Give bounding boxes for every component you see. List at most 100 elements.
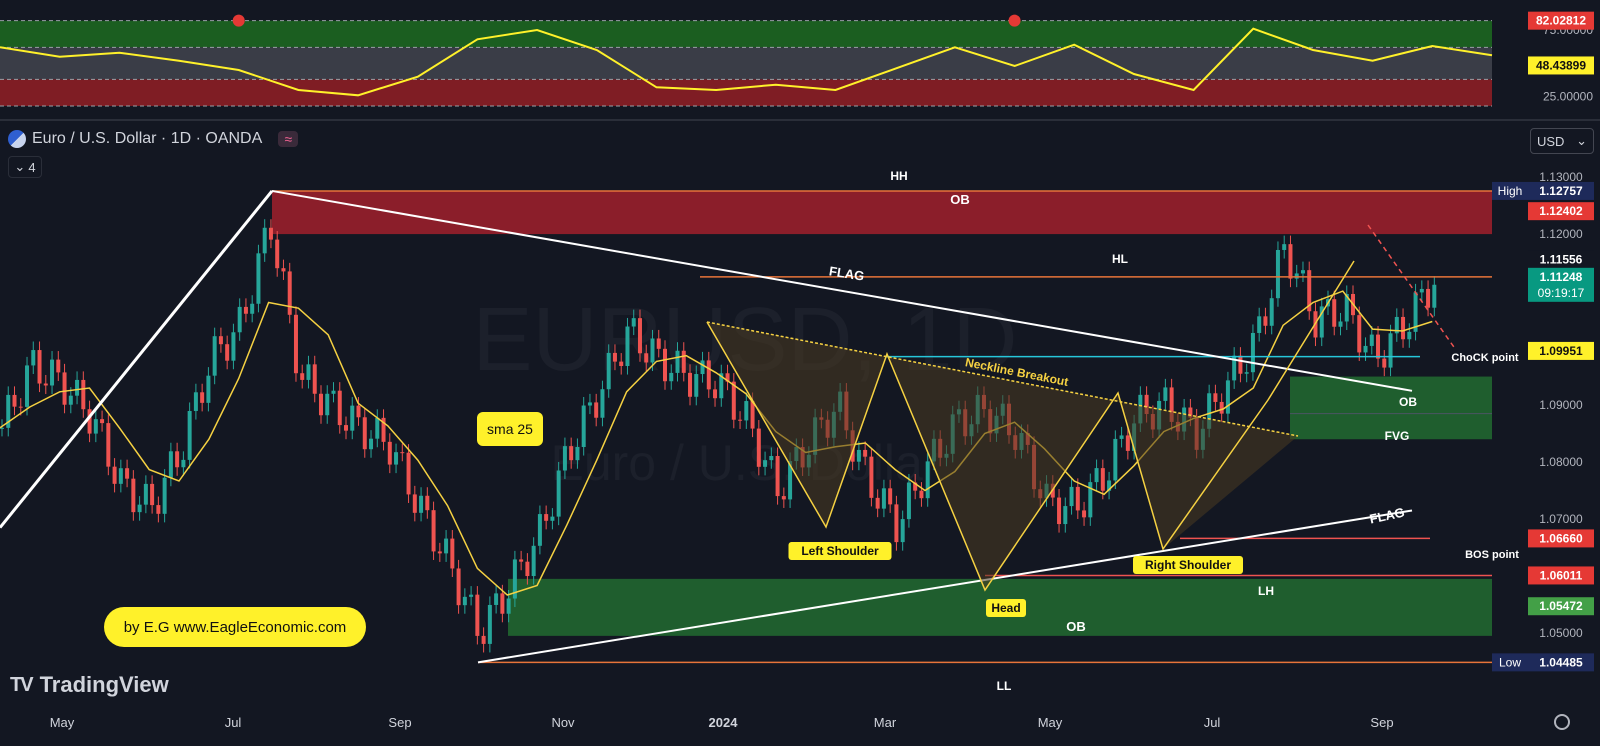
high-label-bg xyxy=(1492,181,1528,200)
time-tick: 2024 xyxy=(709,715,739,730)
projection-arrow xyxy=(1367,224,1457,351)
candle-body xyxy=(137,504,142,513)
candle-body xyxy=(906,482,911,520)
candle-body xyxy=(68,395,73,405)
candle-body xyxy=(362,417,367,450)
candle-body xyxy=(669,372,674,382)
candle-body xyxy=(875,497,880,509)
candle-body xyxy=(225,344,230,361)
candle-body xyxy=(556,470,561,517)
candle-body xyxy=(206,375,211,403)
candle-body xyxy=(594,402,599,418)
indicator-wave-icon[interactable]: ≈ xyxy=(278,131,299,147)
candle-body xyxy=(1125,435,1130,451)
head-label-bg xyxy=(986,599,1026,617)
osc-peak-marker xyxy=(1008,14,1021,27)
osc-upper-zone xyxy=(0,20,1492,48)
candle-body xyxy=(1232,355,1237,381)
candle-body xyxy=(200,392,205,403)
candle-body xyxy=(150,483,155,506)
candle-body xyxy=(344,425,349,431)
currency-flag-icon xyxy=(8,130,26,148)
time-tick: May xyxy=(50,715,75,730)
lh-label: LH xyxy=(1258,584,1274,598)
osc-tick: 25.00000 xyxy=(1543,90,1593,104)
osc-current-tag: 48.43899 xyxy=(1536,58,1586,72)
ob-low-tag-bg xyxy=(1528,597,1594,616)
candle-body xyxy=(425,495,430,511)
candle-body xyxy=(1282,244,1287,250)
symbol-header[interactable]: Euro / U.S. Dollar · 1D · OANDA ≈ xyxy=(8,130,299,148)
candle-body xyxy=(662,348,667,382)
candle-body xyxy=(1100,468,1105,491)
candle-body xyxy=(1369,334,1374,346)
currency-select[interactable]: USD ⌄ xyxy=(1530,128,1594,154)
candle-body xyxy=(394,452,399,465)
gear-icon[interactable] xyxy=(1554,714,1570,730)
indicator-count: 4 xyxy=(28,159,36,175)
ob-low-tag: 1.05472 xyxy=(1539,599,1583,613)
candle-body xyxy=(281,268,286,272)
candle-body xyxy=(212,336,217,376)
flag-lower-line xyxy=(477,509,1413,664)
candle-body xyxy=(469,594,474,597)
candle-body xyxy=(75,379,80,396)
candle-body xyxy=(50,359,55,386)
candle-body xyxy=(1319,306,1324,338)
candle-body xyxy=(131,478,136,513)
candle-body xyxy=(25,365,30,407)
candle-body xyxy=(193,392,198,411)
osc-peak-marker xyxy=(232,14,245,27)
candle-body xyxy=(694,374,699,397)
collapse-indicators-button[interactable]: ⌄ 4 xyxy=(8,156,42,178)
candle-body xyxy=(462,596,467,606)
candle-body xyxy=(713,389,718,399)
candle-body xyxy=(913,482,918,491)
price-tick: 1.09000 xyxy=(1539,398,1583,412)
candle-body xyxy=(1338,321,1343,327)
hs-pattern-area xyxy=(707,322,1298,590)
candle-body xyxy=(706,360,711,390)
last-price-tag: 1.11248 xyxy=(1540,270,1583,284)
osc-max-tag: 82.02812 xyxy=(1536,14,1586,28)
candle-body xyxy=(1207,393,1212,429)
candle-body xyxy=(312,364,317,394)
flag-upper-label: FLAG xyxy=(828,263,865,283)
candle-body xyxy=(1257,316,1262,333)
candle-body xyxy=(6,394,11,428)
sma-callout: sma 25 xyxy=(477,412,543,446)
oscillator-pane xyxy=(0,14,1600,121)
candle-body xyxy=(719,373,724,399)
candle-body xyxy=(506,598,511,614)
candle-body xyxy=(550,516,555,521)
candle-body xyxy=(93,419,98,434)
lh-level-tag-bg xyxy=(1528,566,1594,585)
candle-body xyxy=(1263,316,1268,326)
candle-body xyxy=(1169,387,1174,422)
impulse-line xyxy=(0,190,274,529)
fvg-label: FVG xyxy=(1385,429,1410,443)
candle-body xyxy=(143,483,148,505)
candle-body xyxy=(1344,293,1349,322)
candle-body xyxy=(1275,249,1280,299)
candle-body xyxy=(1407,331,1412,340)
candle-body xyxy=(437,551,442,554)
candle-body xyxy=(175,451,180,468)
candle-body xyxy=(318,393,323,416)
candle-body xyxy=(356,405,361,418)
candle-body xyxy=(0,427,4,429)
osc-lower-zone xyxy=(0,79,1492,106)
head-label: Head xyxy=(991,601,1020,615)
tradingview-logo[interactable]: TV TradingView xyxy=(10,672,169,698)
hl-level-tag: 1.11556 xyxy=(1540,252,1583,266)
candle-body xyxy=(444,538,449,554)
candle-body xyxy=(1144,394,1149,415)
candle-body xyxy=(162,477,167,514)
candle-body xyxy=(125,468,130,479)
candle-body xyxy=(1107,480,1112,491)
osc-line xyxy=(0,27,1493,97)
bos-level-tag-bg xyxy=(1528,529,1594,548)
candle-body xyxy=(788,461,793,500)
candle-body xyxy=(1363,345,1368,353)
low-label: Low xyxy=(1499,655,1521,669)
